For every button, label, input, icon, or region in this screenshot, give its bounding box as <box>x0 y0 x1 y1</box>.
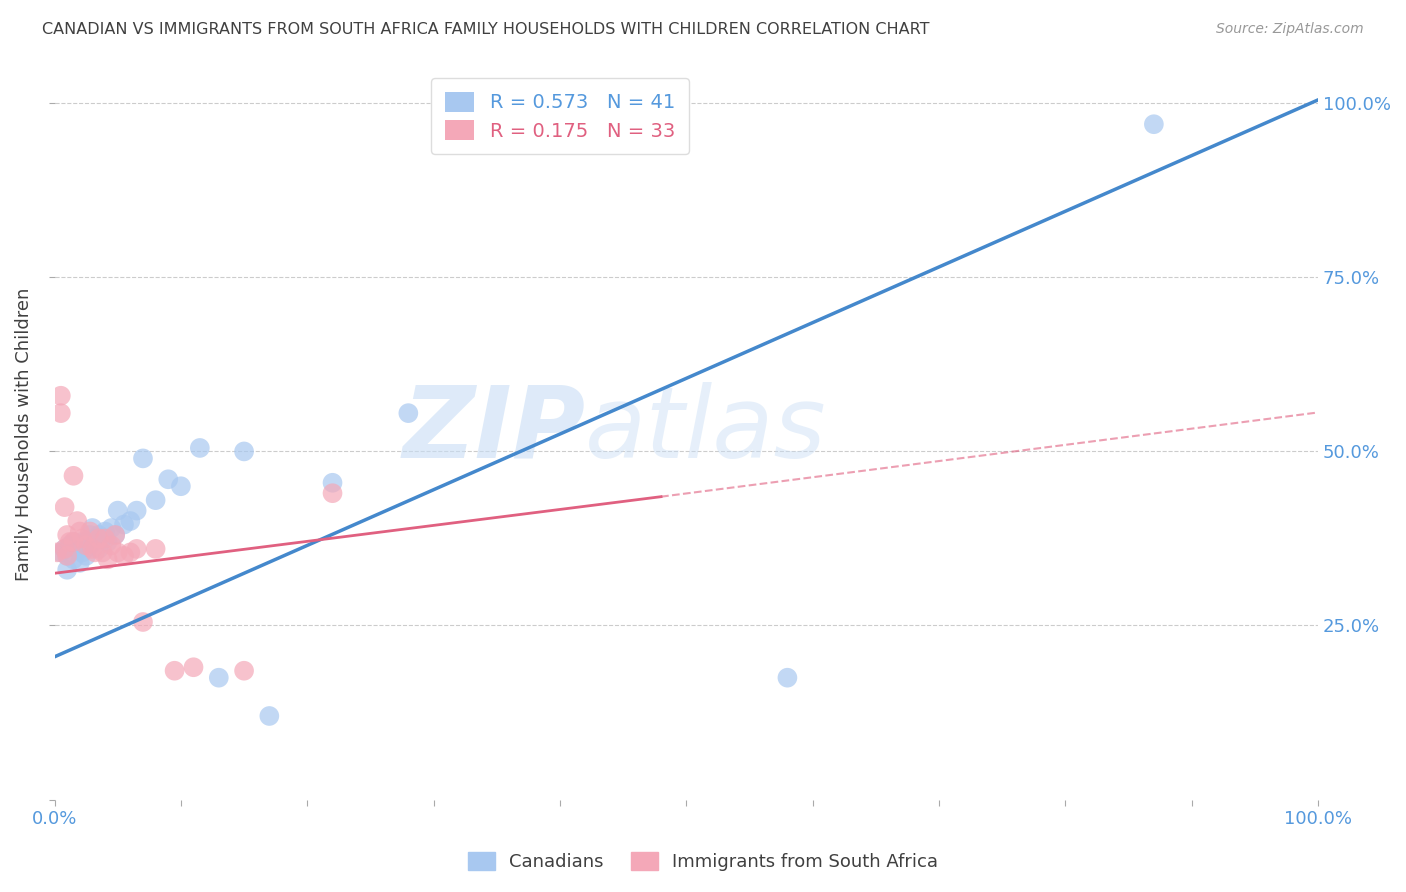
Point <box>59 538 82 552</box>
Point <box>132 615 155 629</box>
Point <box>69 556 91 570</box>
Point <box>66 514 89 528</box>
Point <box>170 479 193 493</box>
Point <box>163 664 186 678</box>
Text: atlas: atlas <box>585 382 827 479</box>
Point <box>75 549 97 563</box>
Point <box>72 535 94 549</box>
Point <box>49 389 72 403</box>
Point <box>145 493 167 508</box>
Point <box>107 545 129 559</box>
Point <box>72 545 94 559</box>
Point <box>56 563 79 577</box>
Point <box>125 503 148 517</box>
Point <box>1143 117 1166 131</box>
Point <box>132 451 155 466</box>
Point <box>46 545 69 559</box>
Point <box>79 524 101 539</box>
Point <box>104 528 127 542</box>
Point <box>87 541 110 556</box>
Point <box>396 406 419 420</box>
Point <box>72 532 94 546</box>
Point <box>49 545 72 559</box>
Point <box>157 472 180 486</box>
Point <box>56 528 79 542</box>
Point <box>100 521 122 535</box>
Point <box>69 541 91 556</box>
Legend: Canadians, Immigrants from South Africa: Canadians, Immigrants from South Africa <box>460 845 946 879</box>
Point <box>87 528 110 542</box>
Y-axis label: Family Households with Children: Family Households with Children <box>15 287 32 581</box>
Point <box>97 552 120 566</box>
Point <box>87 532 110 546</box>
Point <box>112 517 135 532</box>
Point <box>120 514 142 528</box>
Point <box>208 671 231 685</box>
Point <box>62 535 84 549</box>
Point <box>100 538 122 552</box>
Point <box>125 541 148 556</box>
Point <box>62 468 84 483</box>
Point <box>79 528 101 542</box>
Point <box>776 671 799 685</box>
Point <box>94 524 117 539</box>
Point <box>59 535 82 549</box>
Point <box>91 545 114 559</box>
Point <box>259 709 281 723</box>
Point <box>107 503 129 517</box>
Text: ZIP: ZIP <box>402 382 585 479</box>
Point <box>183 660 205 674</box>
Text: CANADIAN VS IMMIGRANTS FROM SOUTH AFRICA FAMILY HOUSEHOLDS WITH CHILDREN CORRELA: CANADIAN VS IMMIGRANTS FROM SOUTH AFRICA… <box>42 22 929 37</box>
Point <box>322 475 344 490</box>
Point <box>97 535 120 549</box>
Point <box>322 486 344 500</box>
Point <box>84 545 107 559</box>
Point <box>91 532 114 546</box>
Point <box>79 538 101 552</box>
Point <box>56 549 79 563</box>
Point <box>75 538 97 552</box>
Point <box>66 541 89 556</box>
Point <box>69 524 91 539</box>
Point <box>233 444 256 458</box>
Point <box>112 549 135 563</box>
Point <box>120 545 142 559</box>
Point <box>62 552 84 566</box>
Point <box>53 500 76 515</box>
Point <box>82 541 104 556</box>
Point <box>94 532 117 546</box>
Point <box>145 541 167 556</box>
Point <box>75 535 97 549</box>
Point <box>84 532 107 546</box>
Point <box>53 541 76 556</box>
Point <box>104 528 127 542</box>
Point <box>56 549 79 563</box>
Legend: R = 0.573   N = 41, R = 0.175   N = 33: R = 0.573 N = 41, R = 0.175 N = 33 <box>432 78 689 154</box>
Point <box>49 406 72 420</box>
Point <box>188 441 211 455</box>
Point <box>53 541 76 556</box>
Point <box>82 521 104 535</box>
Text: Source: ZipAtlas.com: Source: ZipAtlas.com <box>1216 22 1364 37</box>
Point <box>62 535 84 549</box>
Point <box>233 664 256 678</box>
